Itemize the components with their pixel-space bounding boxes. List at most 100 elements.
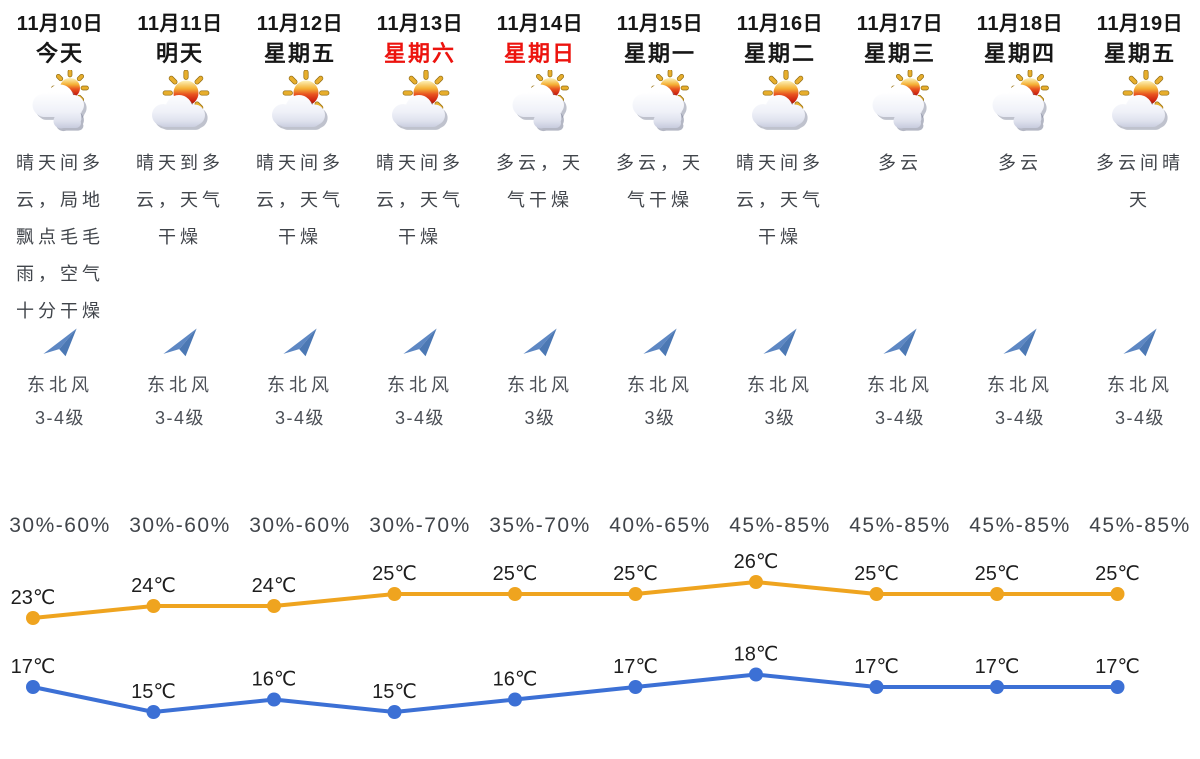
wind-level-label: 3-4级 xyxy=(154,408,205,428)
weather-icon xyxy=(600,70,720,136)
wind-direction-label: 东北风 xyxy=(147,375,213,395)
humidity-range: 45%-85% xyxy=(849,514,951,537)
weekday-label: 明天 xyxy=(155,41,204,66)
date-label: 11月14日 xyxy=(496,13,584,35)
wind-direction-icon xyxy=(840,326,960,362)
wind-level-label: 3-4级 xyxy=(274,408,325,428)
wind-direction-label: 东北风 xyxy=(987,375,1053,395)
date-label: 11月16日 xyxy=(736,13,824,35)
humidity-range: 30%-70% xyxy=(369,514,471,537)
humidity-range: 35%-70% xyxy=(489,514,591,537)
weather-description-text: 晴天间多云，天气干燥 xyxy=(256,153,344,247)
humidity-range: 30%-60% xyxy=(129,514,231,537)
wind-direction-label: 东北风 xyxy=(267,375,333,395)
sun-behind-cloud-icon xyxy=(388,70,452,134)
date-label: 11月12日 xyxy=(256,13,344,35)
weather-description: 晴天到多云，天气干燥 xyxy=(120,145,240,256)
forecast-column: 11月12日 星期五 晴天间多云，天气干燥 东北风 3-4级 30%-60% xyxy=(240,0,360,759)
weather-description-text: 多云，天气干燥 xyxy=(496,153,584,210)
forecast-column: 11月13日 星期六 晴天间多云，天气干燥 东北风 3-4级 30%-70% xyxy=(360,0,480,759)
wind-direction-icon xyxy=(960,326,1080,362)
weekday-label: 星期四 xyxy=(983,41,1056,66)
wind-direction-label: 东北风 xyxy=(747,375,813,395)
wind-direction-label: 东北风 xyxy=(387,375,453,395)
wind-level-label: 3-4级 xyxy=(34,408,85,428)
wind-direction-icon xyxy=(120,326,240,362)
forecast-column: 11月15日 星期一 多云，天气干燥 东北风 3级 40%-65% xyxy=(600,0,720,759)
weekday-label: 星期六 xyxy=(383,41,456,66)
humidity-range: 30%-60% xyxy=(9,514,111,537)
forecast-column: 11月18日 星期四 多云 东北风 3-4级 45%-85% xyxy=(960,0,1080,759)
wind-level-label: 3级 xyxy=(644,408,676,428)
weather-icon xyxy=(720,70,840,136)
forecast-column: 11月16日 星期二 晴天间多云，天气干燥 东北风 3级 45%-85% xyxy=(720,0,840,759)
cloudy-with-sun-icon xyxy=(988,70,1052,134)
weather-icon xyxy=(240,70,360,136)
weather-icon xyxy=(960,70,1080,136)
weekday-label: 星期日 xyxy=(503,41,576,66)
wind-direction-icon xyxy=(240,326,360,362)
weather-description: 多云间晴天 xyxy=(1080,145,1200,219)
weather-icon xyxy=(1080,70,1200,136)
wind-level-label: 3-4级 xyxy=(994,408,1045,428)
date-label: 11月13日 xyxy=(376,13,464,35)
sun-behind-cloud-icon xyxy=(1108,70,1172,134)
weather-description-text: 多云，天气干燥 xyxy=(616,153,704,210)
weekday-label: 星期一 xyxy=(623,41,696,66)
forecast-column: 11月17日 星期三 多云 东北风 3-4级 45%-85% xyxy=(840,0,960,759)
weather-description-text: 晴天间多云，局地飘点毛毛雨，空气十分干燥 xyxy=(16,153,104,321)
date-label: 11月19日 xyxy=(1096,13,1184,35)
humidity-range: 40%-65% xyxy=(609,514,711,537)
wind-level-label: 3-4级 xyxy=(1114,408,1165,428)
weekday-label: 星期三 xyxy=(863,41,936,66)
wind-level-label: 3-4级 xyxy=(874,408,925,428)
weather-description-text: 多云 xyxy=(878,153,922,173)
wind-level-label: 3-4级 xyxy=(394,408,445,428)
cloudy-with-sun-icon xyxy=(868,70,932,134)
humidity-range: 45%-85% xyxy=(729,514,831,537)
humidity-range: 45%-85% xyxy=(1089,514,1191,537)
weather-description-text: 多云间晴天 xyxy=(1096,153,1184,210)
weather-description: 多云 xyxy=(960,145,1080,182)
weather-description-text: 晴天到多云，天气干燥 xyxy=(136,153,224,247)
weather-description: 晴天间多云，天气干燥 xyxy=(240,145,360,256)
humidity-range: 45%-85% xyxy=(969,514,1071,537)
wind-direction-icon xyxy=(0,326,120,362)
forecast-column: 11月10日 今天 晴天间多云，局地飘点毛毛雨，空气十分干燥 东北风 3-4级 … xyxy=(0,0,120,759)
sun-behind-cloud-icon xyxy=(748,70,812,134)
weekday-label: 星期二 xyxy=(743,41,816,66)
sun-behind-cloud-icon xyxy=(268,70,332,134)
forecast-column: 11月11日 明天 晴天到多云，天气干燥 东北风 3-4级 30%-60% xyxy=(120,0,240,759)
weekday-label: 星期五 xyxy=(263,41,336,66)
weather-description: 多云，天气干燥 xyxy=(600,145,720,219)
wind-level-label: 3级 xyxy=(764,408,796,428)
wind-direction-label: 东北风 xyxy=(627,375,693,395)
weather-icon xyxy=(840,70,960,136)
sun-behind-cloud-icon xyxy=(148,70,212,134)
date-label: 11月10日 xyxy=(16,13,104,35)
weather-description-text: 晴天间多云，天气干燥 xyxy=(736,153,824,247)
weather-description-text: 多云 xyxy=(998,153,1042,173)
forecast-column: 11月19日 星期五 多云间晴天 东北风 3-4级 45%-85% xyxy=(1080,0,1200,759)
weather-description: 多云 xyxy=(840,145,960,182)
wind-direction-label: 东北风 xyxy=(867,375,933,395)
weekday-label: 星期五 xyxy=(1103,41,1176,66)
weather-description: 晴天间多云，天气干燥 xyxy=(720,145,840,256)
weather-icon xyxy=(120,70,240,136)
weather-description: 晴天间多云，局地飘点毛毛雨，空气十分干燥 xyxy=(0,145,120,330)
wind-level-label: 3级 xyxy=(524,408,556,428)
date-label: 11月15日 xyxy=(616,13,704,35)
wind-direction-icon xyxy=(1080,326,1200,362)
weather-icon xyxy=(360,70,480,136)
wind-direction-label: 东北风 xyxy=(507,375,573,395)
wind-direction-icon xyxy=(720,326,840,362)
weekday-label: 今天 xyxy=(35,41,84,66)
wind-direction-icon xyxy=(360,326,480,362)
wind-direction-label: 东北风 xyxy=(1107,375,1173,395)
cloudy-with-sun-icon xyxy=(508,70,572,134)
weather-description-text: 晴天间多云，天气干燥 xyxy=(376,153,464,247)
cloudy-with-sun-icon xyxy=(28,70,92,134)
date-label: 11月17日 xyxy=(856,13,944,35)
